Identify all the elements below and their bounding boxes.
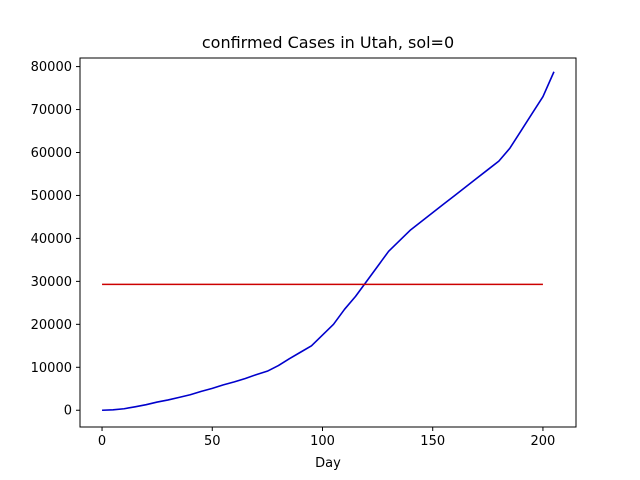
y-tick-label: 50000 [31,189,72,204]
plot-frame [79,57,577,428]
chart-title: confirmed Cases in Utah, sol=0 [202,33,454,52]
x-tick-label: 50 [204,434,221,449]
plot-area: 0 50 100 150 200 0 10000 20000 30000 40000 50000 60… [31,60,556,449]
y-tick-label: 20000 [31,318,72,333]
x-tick-label: 200 [531,434,556,449]
y-tick-label: 60000 [31,146,72,161]
x-tick-label: 150 [420,434,445,449]
x-axis-label: Day [315,456,341,471]
y-tick-label: 0 [64,404,72,419]
x-tick-label: 0 [98,434,106,449]
y-tick-label: 70000 [31,103,72,118]
y-tick-label: 80000 [31,60,72,75]
y-tick-label: 40000 [31,232,72,247]
y-tick-label: 30000 [31,275,72,290]
y-tick-label: 10000 [31,361,72,376]
x-tick-label: 100 [310,434,335,449]
series-line [102,71,555,412]
